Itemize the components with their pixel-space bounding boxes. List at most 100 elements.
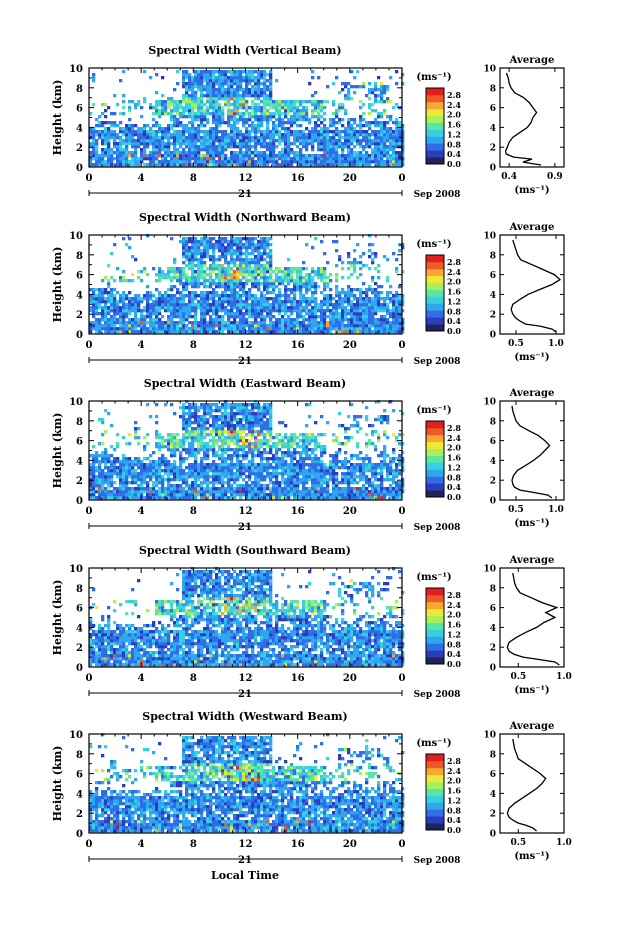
heatmap-cell [212, 148, 216, 152]
heatmap-cell [185, 303, 189, 307]
heatmap-cell [158, 448, 162, 452]
heatmap-cell [137, 270, 141, 274]
heatmap-cell [263, 163, 267, 167]
heatmap-cell [251, 151, 255, 155]
heatmap-cell [296, 267, 300, 271]
heatmap-cell [140, 327, 144, 331]
heatmap-cell [98, 163, 102, 167]
heatmap-cell [278, 270, 282, 274]
heatmap-cell [311, 312, 315, 316]
heatmap-cell [167, 100, 171, 104]
heatmap-cell [149, 139, 153, 143]
heatmap-cell [170, 478, 174, 482]
heatmap-cell [155, 288, 159, 292]
heatmap-cell [119, 496, 123, 500]
heatmap-cell [131, 142, 135, 146]
heatmap-cell [134, 430, 138, 434]
heatmap-cell [377, 136, 381, 140]
heatmap-cell [347, 276, 351, 280]
heatmap-cell [251, 88, 255, 92]
heatmap-cell [293, 103, 297, 107]
heatmap-cell [272, 270, 276, 274]
heatmap-cell [182, 70, 186, 74]
heatmap-cell [251, 109, 255, 113]
heatmap-cell [95, 496, 99, 500]
heatmap-cell [401, 243, 405, 247]
heatmap-cell [350, 315, 354, 319]
heatmap-cell [197, 294, 201, 298]
heatmap-cell [368, 249, 372, 253]
heatmap-cell [302, 145, 306, 149]
heatmap-cell [176, 475, 180, 479]
heatmap-cell [275, 330, 279, 334]
heatmap-cell [188, 252, 192, 256]
heatmap-cell [200, 433, 204, 437]
heatmap-cell [104, 103, 108, 107]
heatmap-cell [305, 321, 309, 325]
heatmap-cell [221, 139, 225, 143]
heatmap-cell [284, 291, 288, 295]
heatmap-cell [278, 291, 282, 295]
heatmap-cell [272, 291, 276, 295]
heatmap-cell [386, 139, 390, 143]
heatmap-cell [248, 303, 252, 307]
heatmap-cell [98, 136, 102, 140]
heatmap-cell [155, 106, 159, 110]
heatmap-cell [206, 106, 210, 110]
heatmap-cell [236, 127, 240, 131]
heatmap-cell [188, 276, 192, 280]
heatmap-cell [200, 273, 204, 277]
heatmap-cell [131, 160, 135, 164]
heatmap-cell [317, 154, 321, 158]
heatmap-cell [386, 312, 390, 316]
heatmap-cell [233, 79, 237, 83]
heatmap-cell [185, 288, 189, 292]
heatmap-cell [140, 270, 144, 274]
heatmap-cell [245, 136, 249, 140]
heatmap-cell [230, 163, 234, 167]
heatmap-cell [332, 318, 336, 322]
heatmap-cell [227, 300, 231, 304]
heatmap-cell [353, 154, 357, 158]
heatmap-cell [308, 273, 312, 277]
heatmap-cell [362, 82, 366, 86]
heatmap-cell [392, 160, 396, 164]
heatmap-cell [89, 330, 93, 334]
heatmap-cell [188, 294, 192, 298]
heatmap-cell [272, 127, 276, 131]
profile-y-tick-label: 6 [490, 271, 496, 281]
heatmap-cell [254, 163, 258, 167]
heatmap-cell [239, 136, 243, 140]
heatmap-cell [308, 163, 312, 167]
heatmap-cell [251, 312, 255, 316]
heatmap-cell [245, 106, 249, 110]
heatmap-cell [152, 148, 156, 152]
heatmap-cell [296, 282, 300, 286]
profile-y-tick-label: 6 [490, 104, 496, 114]
heatmap-cell [215, 264, 219, 268]
heatmap-cell [158, 142, 162, 146]
heatmap-cell [188, 109, 192, 113]
heatmap-cell [308, 121, 312, 125]
heatmap-cell [89, 112, 93, 116]
heatmap-cell [98, 418, 102, 422]
heatmap-cell [188, 475, 192, 479]
heatmap-cell [374, 136, 378, 140]
heatmap-cell [182, 300, 186, 304]
heatmap-cell [221, 118, 225, 122]
heatmap-cell [182, 282, 186, 286]
heatmap-cell [107, 142, 111, 146]
heatmap-cell [401, 154, 405, 158]
heatmap-cell [377, 309, 381, 313]
heatmap-cell [191, 76, 195, 80]
heatmap-cell [191, 151, 195, 155]
heatmap-cell [383, 306, 387, 310]
heatmap-cell [116, 457, 120, 461]
heatmap-cell [200, 76, 204, 80]
heatmap-cell [227, 252, 231, 256]
heatmap-cell [278, 151, 282, 155]
heatmap-cell [344, 309, 348, 313]
heatmap-cell [245, 133, 249, 137]
heatmap-cell [194, 415, 198, 419]
heatmap-cell [299, 321, 303, 325]
